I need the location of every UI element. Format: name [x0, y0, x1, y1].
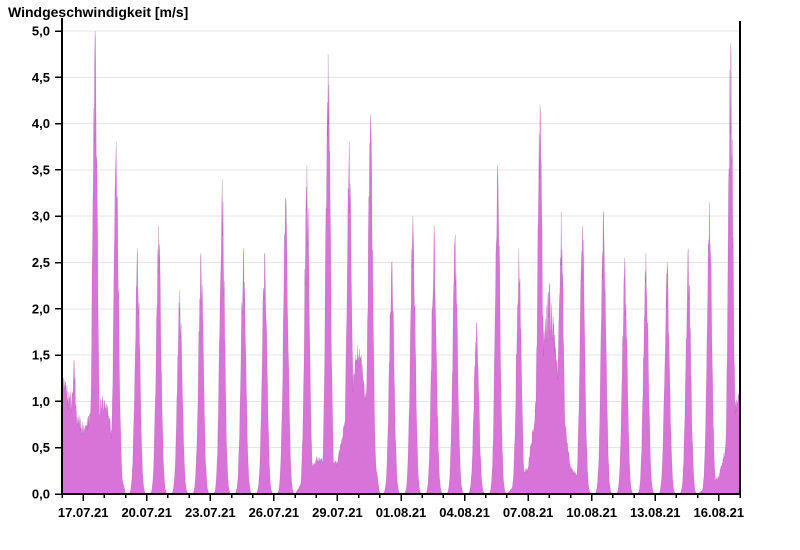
- x-tick-label: 23.07.21: [185, 505, 236, 520]
- x-tick-label: 07.08.21: [503, 505, 554, 520]
- y-tick-label: 1,5: [32, 348, 50, 363]
- x-tick-label: 10.08.21: [566, 505, 617, 520]
- x-tick-label: 04.08.21: [439, 505, 490, 520]
- y-tick-label: 3,0: [32, 209, 50, 224]
- y-tick-label: 5,0: [32, 24, 50, 39]
- x-tick-label: 26.07.21: [249, 505, 300, 520]
- y-tick-label: 2,5: [32, 255, 50, 270]
- x-tick-label: 13.08.21: [630, 505, 681, 520]
- x-tick-label: 17.07.21: [58, 505, 109, 520]
- x-tick-label: 20.07.21: [121, 505, 172, 520]
- x-tick-label: 29.07.21: [312, 505, 363, 520]
- y-tick-label: 4,5: [32, 70, 50, 85]
- y-tick-label: 0,5: [32, 440, 50, 455]
- y-tick-label: 3,5: [32, 162, 50, 177]
- chart-title: Windgeschwindigkeit [m/s]: [8, 4, 189, 20]
- x-tick-label: 01.08.21: [376, 505, 427, 520]
- x-tick-label: 16.08.21: [694, 505, 745, 520]
- y-tick-label: 2,0: [32, 301, 50, 316]
- y-tick-label: 0,0: [32, 487, 50, 502]
- y-tick-label: 1,0: [32, 394, 50, 409]
- y-tick-label: 4,0: [32, 116, 50, 131]
